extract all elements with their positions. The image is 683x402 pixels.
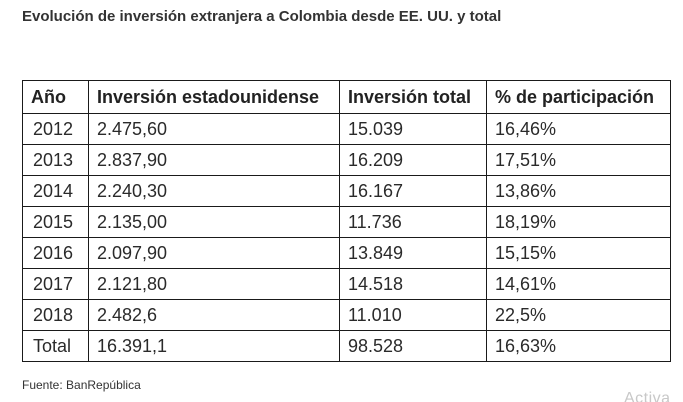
- header-us-investment: Inversión estadounidense: [88, 80, 340, 114]
- cell-participation: 16,63%: [486, 330, 671, 362]
- header-year: Año: [22, 80, 89, 114]
- table-row: 2015 2.135,00 11.736 18,19%: [22, 206, 671, 238]
- header-total-investment: Inversión total: [339, 80, 487, 114]
- table-header-row: Año Inversión estadounidense Inversión t…: [22, 80, 671, 114]
- cell-participation: 16,46%: [486, 113, 671, 145]
- cell-total-investment: 11.736: [339, 206, 487, 238]
- cell-us-investment: 2.121,80: [88, 268, 340, 300]
- cell-total-investment: 13.849: [339, 237, 487, 269]
- cell-year: 2013: [22, 144, 89, 176]
- cell-year: 2015: [22, 206, 89, 238]
- cell-year: Total: [22, 330, 89, 362]
- cell-participation: 14,61%: [486, 268, 671, 300]
- cell-participation: 18,19%: [486, 206, 671, 238]
- cell-total-investment: 98.528: [339, 330, 487, 362]
- cell-participation: 22,5%: [486, 299, 671, 331]
- cell-year: 2014: [22, 175, 89, 207]
- cell-total-investment: 16.167: [339, 175, 487, 207]
- cell-year: 2012: [22, 113, 89, 145]
- page-title: Evolución de inversión extranjera a Colo…: [22, 8, 502, 25]
- table-row: 2014 2.240,30 16.167 13,86%: [22, 175, 671, 207]
- table-row: 2013 2.837,90 16.209 17,51%: [22, 144, 671, 176]
- cell-us-investment: 2.097,90: [88, 237, 340, 269]
- cell-year: 2017: [22, 268, 89, 300]
- cell-us-investment: 2.240,30: [88, 175, 340, 207]
- investment-table: Año Inversión estadounidense Inversión t…: [22, 80, 671, 362]
- cell-us-investment: 2.837,90: [88, 144, 340, 176]
- activation-watermark: Activa: [624, 390, 671, 402]
- cell-year: 2018: [22, 299, 89, 331]
- table-row: 2018 2.482,6 11.010 22,5%: [22, 299, 671, 331]
- cell-us-investment: 2.475,60: [88, 113, 340, 145]
- cell-total-investment: 16.209: [339, 144, 487, 176]
- source-caption: Fuente: BanRepública: [22, 378, 141, 392]
- cell-us-investment: 16.391,1: [88, 330, 340, 362]
- cell-year: 2016: [22, 237, 89, 269]
- table-row: 2012 2.475,60 15.039 16,46%: [22, 113, 671, 145]
- header-participation: % de participación: [486, 80, 671, 114]
- cell-total-investment: 14.518: [339, 268, 487, 300]
- table-row: 2017 2.121,80 14.518 14,61%: [22, 268, 671, 300]
- cell-us-investment: 2.135,00: [88, 206, 340, 238]
- cell-us-investment: 2.482,6: [88, 299, 340, 331]
- cell-participation: 17,51%: [486, 144, 671, 176]
- table-row: 2016 2.097,90 13.849 15,15%: [22, 237, 671, 269]
- table-total-row: Total 16.391,1 98.528 16,63%: [22, 330, 671, 362]
- cell-participation: 13,86%: [486, 175, 671, 207]
- cell-participation: 15,15%: [486, 237, 671, 269]
- cell-total-investment: 11.010: [339, 299, 487, 331]
- cell-total-investment: 15.039: [339, 113, 487, 145]
